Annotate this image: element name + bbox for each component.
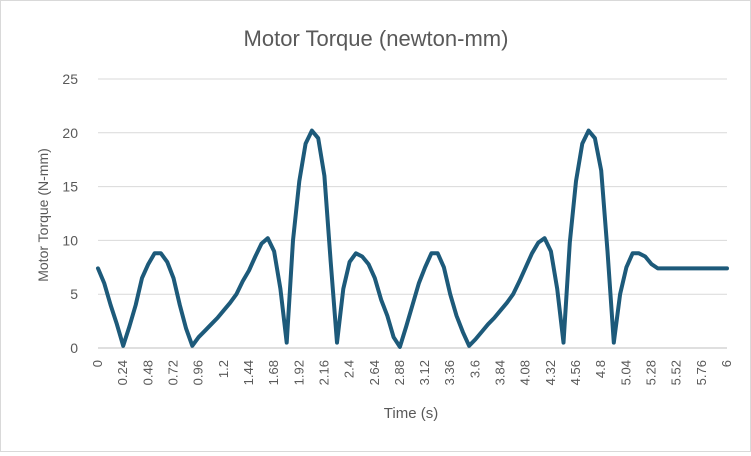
x-tick-label: 4.08 (518, 360, 533, 385)
x-tick-label: 6 (719, 360, 734, 367)
x-tick-label: 0 (90, 360, 105, 367)
series-line-torque (96, 128, 729, 349)
x-tick-label: 5.76 (694, 360, 709, 385)
x-tick-label: 5.04 (618, 360, 633, 385)
y-tick-label: 15 (62, 179, 78, 195)
y-tick-label: 5 (70, 286, 78, 302)
x-tick-label: 1.44 (241, 360, 256, 385)
x-tick-label: 3.36 (442, 360, 457, 385)
y-tick-label: 10 (62, 232, 78, 248)
gridlines (98, 78, 727, 295)
x-tick-label: 5.52 (669, 360, 684, 385)
y-tick-label: 20 (62, 125, 78, 141)
x-tick-label: 2.88 (392, 360, 407, 385)
x-tick-label: 2.16 (316, 360, 331, 385)
x-tick-label: 0.72 (165, 360, 180, 385)
x-tick-label: 0.96 (191, 360, 206, 385)
x-tick-label: 4.32 (543, 360, 558, 385)
x-tick-label: 3.6 (467, 360, 482, 378)
x-axis-label: Time (s) (384, 405, 438, 422)
x-tick-label: 0.24 (115, 360, 130, 385)
y-tick-label: 0 (70, 340, 78, 356)
x-tick-label: 4.8 (593, 360, 608, 378)
x-tick-label: 5.28 (644, 360, 659, 385)
y-axis-label: Motor Torque (N-mm) (35, 148, 51, 282)
x-axis-ticks: 0 0.24 0.48 0.72 0.96 1.2 1.44 1.68 1.92 2.16 2.4 2… (90, 360, 734, 385)
x-tick-label: 0.48 (140, 360, 155, 385)
x-tick-label: 4.56 (568, 360, 583, 385)
x-tick-label: 3.12 (417, 360, 432, 385)
x-tick-label: 2.4 (342, 360, 357, 378)
x-tick-label: 2.64 (367, 360, 382, 385)
x-tick-label: 1.92 (291, 360, 306, 385)
x-tick-label: 3.84 (493, 360, 508, 385)
x-tick-label: 1.2 (216, 360, 231, 378)
y-tick-label: 25 (62, 71, 78, 87)
chart-title: Motor Torque (newton-mm) (244, 26, 509, 51)
y-axis-ticks: 0 5 10 15 20 25 (62, 71, 78, 356)
x-tick-label: 1.68 (266, 360, 281, 385)
